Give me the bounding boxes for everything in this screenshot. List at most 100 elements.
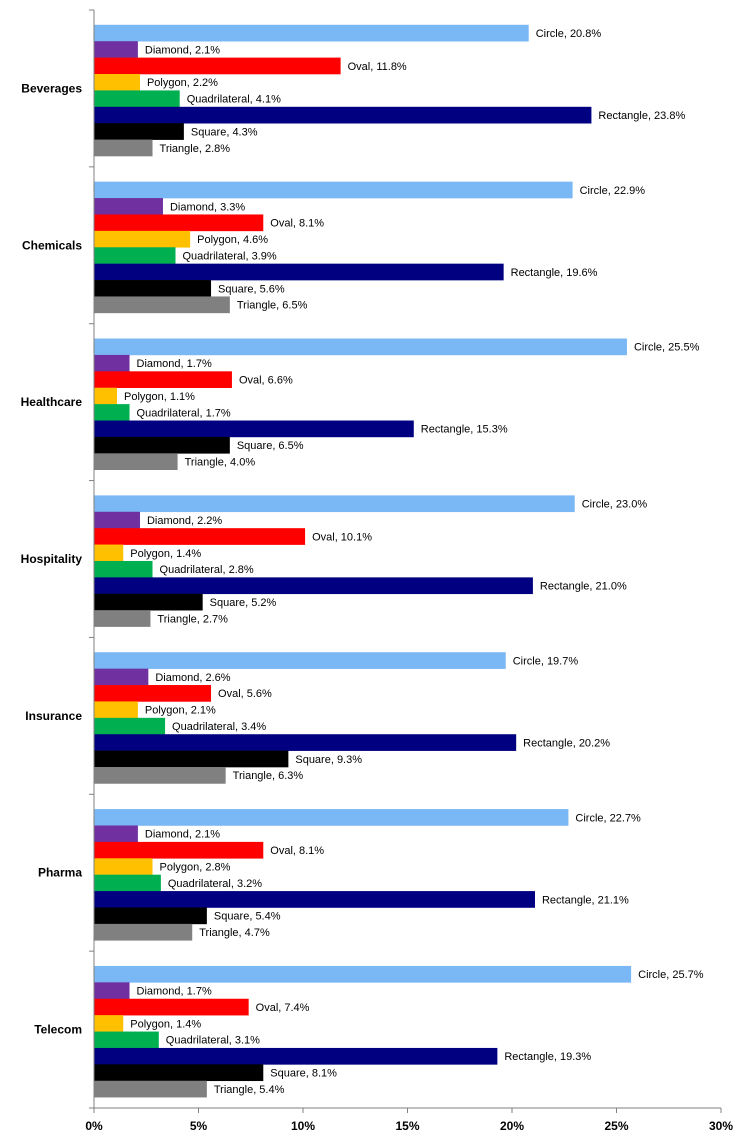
bar-beverages-quadrilateral (94, 90, 180, 108)
data-label-insurance-oval: Oval, 5.6% (218, 688, 272, 700)
data-label-pharma-triangle: Triangle, 4.7% (199, 927, 270, 939)
data-label-healthcare-diamond: Diamond, 1.7% (137, 358, 212, 370)
data-label-chemicals-polygon: Polygon, 4.6% (197, 234, 268, 246)
data-label-beverages-polygon: Polygon, 2.2% (147, 77, 218, 89)
bar-beverages-square (94, 123, 184, 140)
bar-insurance-polygon (94, 701, 138, 719)
data-label-insurance-circle: Circle, 19.7% (513, 655, 579, 667)
bar-healthcare-circle (94, 338, 627, 356)
category-label-insurance: Insurance (25, 709, 82, 723)
data-label-telecom-rectangle: Rectangle, 19.3% (504, 1051, 591, 1063)
bar-chemicals-quadrilateral (94, 247, 176, 264)
bar-hospitality-square (94, 593, 203, 611)
bar-insurance-square (94, 750, 289, 768)
bar-telecom-circle (94, 965, 632, 983)
bar-hospitality-oval (94, 528, 306, 545)
data-label-hospitality-square: Square, 5.2% (210, 597, 277, 609)
data-label-pharma-circle: Circle, 22.7% (575, 812, 641, 824)
data-label-pharma-rectangle: Rectangle, 21.1% (542, 894, 629, 906)
data-label-beverages-circle: Circle, 20.8% (536, 28, 602, 40)
data-label-pharma-quadrilateral: Quadrilateral, 3.2% (168, 878, 262, 890)
category-label-healthcare: Healthcare (21, 395, 83, 409)
data-label-telecom-square: Square, 8.1% (270, 1068, 337, 1080)
data-label-beverages-rectangle: Rectangle, 23.8% (598, 110, 685, 122)
bar-telecom-oval (94, 998, 249, 1016)
data-label-pharma-polygon: Polygon, 2.8% (160, 861, 231, 873)
bar-chemicals-diamond (94, 198, 163, 215)
x-tick-label-5: 5% (190, 1119, 208, 1133)
data-label-insurance-square: Square, 9.3% (295, 754, 362, 766)
data-label-beverages-oval: Oval, 11.8% (348, 61, 407, 73)
data-label-beverages-quadrilateral: Quadrilateral, 4.1% (187, 94, 281, 106)
bar-pharma-triangle (94, 923, 193, 941)
data-label-chemicals-diamond: Diamond, 3.3% (170, 201, 245, 213)
bar-insurance-oval (94, 685, 212, 702)
bar-hospitality-rectangle (94, 577, 533, 595)
bar-chemicals-square (94, 280, 212, 297)
bar-insurance-triangle (94, 767, 226, 784)
data-label-pharma-diamond: Diamond, 2.1% (145, 829, 220, 841)
data-label-hospitality-oval: Oval, 10.1% (312, 531, 372, 543)
data-label-healthcare-quadrilateral: Quadrilateral, 1.7% (137, 407, 231, 419)
data-label-telecom-circle: Circle, 25.7% (638, 969, 704, 981)
x-tick-label-0: 0% (85, 1119, 103, 1133)
bar-hospitality-triangle (94, 610, 151, 627)
data-label-pharma-square: Square, 5.4% (214, 911, 281, 923)
bar-beverages-rectangle (94, 106, 592, 124)
category-label-telecom: Telecom (34, 1023, 82, 1037)
category-group-hospitality: Circle, 23.0% Diamond, 2.2% Oval, 10.1% Pol… (94, 495, 647, 627)
category-group-insurance: Circle, 19.7% Diamond, 2.6% Oval, 5.6%Poly… (94, 652, 610, 784)
category-group-telecom: Circle, 25.7% Diamond, 1.7% Oval, 7.4% Poly… (94, 965, 704, 1098)
bar-telecom-diamond (94, 982, 130, 1000)
bar-healthcare-oval (94, 371, 232, 389)
data-label-chemicals-rectangle: Rectangle, 19.6% (511, 267, 598, 279)
x-tick-label-10: 10% (291, 1119, 315, 1133)
bar-hospitality-quadrilateral (94, 560, 153, 578)
x-tick-label-15: 15% (395, 1119, 419, 1133)
data-label-beverages-diamond: Diamond, 2.1% (145, 44, 220, 56)
x-tick-label-20: 20% (500, 1119, 524, 1133)
category-label-beverages: Beverages (21, 81, 82, 95)
bar-hospitality-diamond (94, 511, 140, 529)
bar-chemicals-polygon (94, 230, 191, 248)
data-label-chemicals-square: Square, 5.6% (218, 283, 285, 295)
data-label-telecom-quadrilateral: Quadrilateral, 3.1% (166, 1035, 260, 1047)
bar-beverages-polygon (94, 74, 140, 91)
data-label-telecom-triangle: Triangle, 5.4% (214, 1084, 285, 1096)
bar-healthcare-polygon (94, 387, 117, 405)
x-tick-label-25: 25% (604, 1119, 628, 1133)
category-group-pharma: Circle, 22.7% Diamond, 2.1% Oval, 8.1% Poly… (94, 809, 641, 941)
data-label-insurance-rectangle: Rectangle, 20.2% (523, 737, 610, 749)
data-label-chemicals-quadrilateral: Quadrilateral, 3.9% (183, 250, 277, 262)
data-label-healthcare-polygon: Polygon, 1.1% (124, 391, 195, 403)
data-label-hospitality-rectangle: Rectangle, 21.0% (540, 581, 627, 593)
data-label-healthcare-circle: Circle, 25.5% (634, 342, 700, 354)
bar-beverages-circle (94, 24, 529, 42)
data-label-pharma-oval: Oval, 8.1% (270, 845, 324, 857)
data-label-beverages-square: Square, 4.3% (191, 126, 258, 138)
data-label-insurance-polygon: Polygon, 2.1% (145, 705, 216, 717)
x-tick-label-30: 30% (709, 1119, 733, 1133)
bar-beverages-diamond (94, 41, 138, 58)
data-label-insurance-diamond: Diamond, 2.6% (155, 672, 230, 684)
bar-telecom-rectangle (94, 1047, 498, 1065)
bar-pharma-circle (94, 809, 569, 826)
bar-pharma-quadrilateral (94, 874, 161, 892)
data-label-telecom-oval: Oval, 7.4% (256, 1002, 310, 1014)
bar-healthcare-square (94, 436, 230, 454)
bar-beverages-oval (94, 57, 341, 75)
bar-telecom-polygon (94, 1015, 124, 1032)
data-label-hospitality-polygon: Polygon, 1.4% (130, 548, 201, 560)
category-group-chemicals: Circle, 22.9% Diamond, 3.3% Oval, 8.1%Poly… (94, 181, 645, 314)
bar-healthcare-quadrilateral (94, 404, 130, 421)
data-label-hospitality-triangle: Triangle, 2.7% (157, 613, 228, 625)
bar-telecom-square (94, 1064, 264, 1082)
bar-chemicals-circle (94, 181, 573, 199)
category-label-pharma: Pharma (38, 866, 82, 880)
data-label-chemicals-triangle: Triangle, 6.5% (237, 300, 308, 312)
data-label-hospitality-diamond: Diamond, 2.2% (147, 515, 222, 527)
data-label-chemicals-oval: Oval, 8.1% (270, 218, 324, 230)
data-label-healthcare-square: Square, 6.5% (237, 440, 304, 452)
bar-telecom-triangle (94, 1080, 207, 1098)
